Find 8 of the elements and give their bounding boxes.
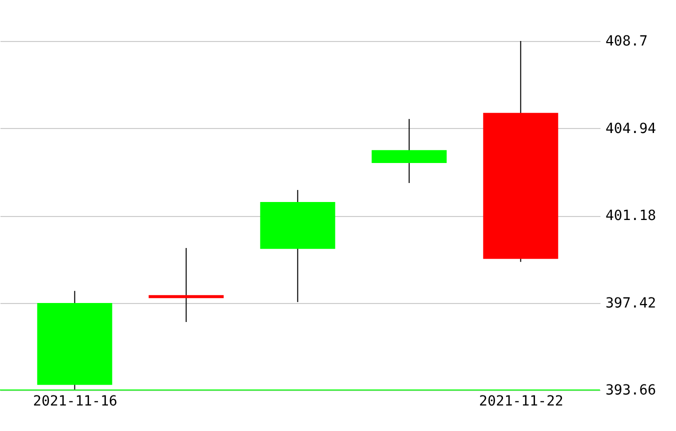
candlestick — [148, 247, 224, 323]
x-tick-label: 2021-11-22 — [479, 394, 564, 410]
y-tick-label: 404.94 — [606, 120, 656, 137]
x-tick-label: 2021-11-16 — [33, 394, 118, 410]
y-tick-label: 397.42 — [606, 295, 656, 312]
y-tick-label: 408.7 — [606, 34, 648, 50]
y-tick-label: 393.66 — [606, 382, 656, 398]
y-tick-label: 401.18 — [606, 208, 656, 224]
